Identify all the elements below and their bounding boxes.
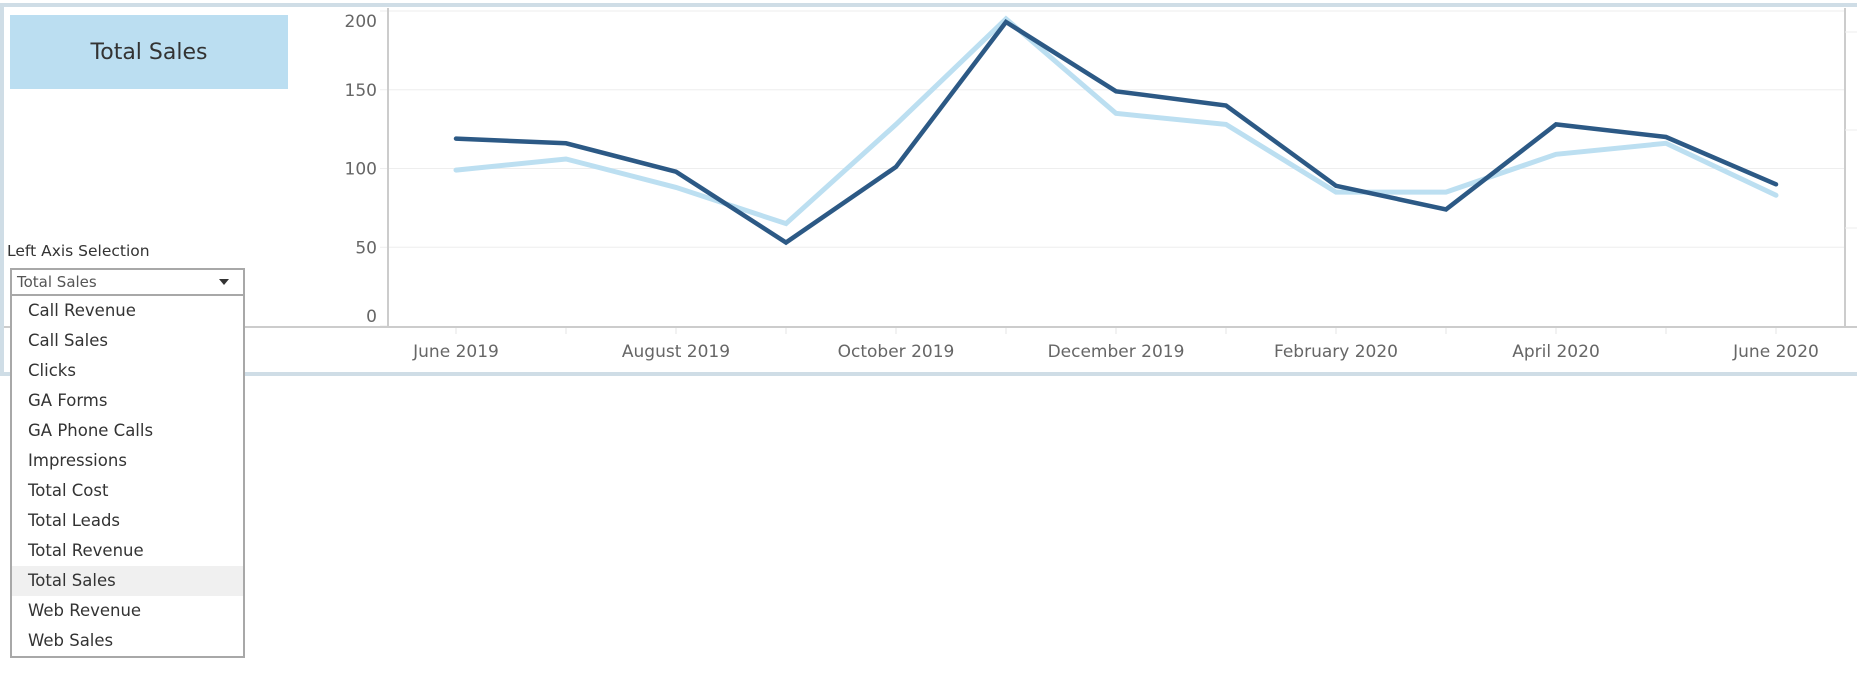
title-box: Total Sales [10,15,288,89]
y-tick-label: 0 [366,307,377,327]
dropdown-option[interactable]: Call Revenue [28,301,136,320]
x-tick-label: February 2020 [1274,342,1398,362]
line-chart: 0 50 100 150 200 June 2019 August 2019 October … [4,8,1857,362]
dropdown-option[interactable]: Total Leads [28,511,121,530]
dropdown-option[interactable]: Total Revenue [28,541,144,560]
x-tick-label: April 2020 [1512,342,1600,362]
dropdown-option[interactable]: Call Sales [28,331,108,350]
dropdown-option[interactable]: GA Phone Calls [28,421,154,440]
dropdown-option[interactable]: Impressions [28,451,127,470]
y-tick-label: 100 [345,160,377,180]
x-tick-label: December 2019 [1048,342,1185,362]
y-tick-label: 200 [345,12,377,32]
title-label: Total Sales [90,39,208,65]
dropdown-option[interactable]: Clicks [28,361,76,380]
left-axis-dropdown[interactable]: Total Sales [10,268,245,296]
dropdown-selected-value: Total Sales [17,273,97,291]
dropdown-option[interactable]: GA Forms [28,391,108,410]
x-tick-label: June 2019 [412,342,499,362]
dropdown-option[interactable]: Web Revenue [28,601,142,620]
dashboard-frame [0,3,1857,376]
dropdown-option[interactable]: Web Sales [28,631,114,650]
series-line-light[interactable] [453,15,1779,227]
x-tick-label: June 2020 [1732,342,1819,362]
series-line-dark[interactable] [453,18,1779,246]
dropdown-option[interactable]: Total Cost [28,481,109,500]
dropdown-menu: Call Revenue Call Sales Clicks GA Forms GA P… [10,296,245,658]
y-tick-label: 50 [355,238,377,258]
x-tick-label: August 2019 [622,342,730,362]
y-tick-label: 150 [345,81,377,101]
chevron-down-icon[interactable] [219,279,229,285]
dropdown-option[interactable]: Total Sales [12,566,243,596]
x-tick-label: October 2019 [838,342,955,362]
left-axis-selection-label: Left Axis Selection [7,242,150,260]
